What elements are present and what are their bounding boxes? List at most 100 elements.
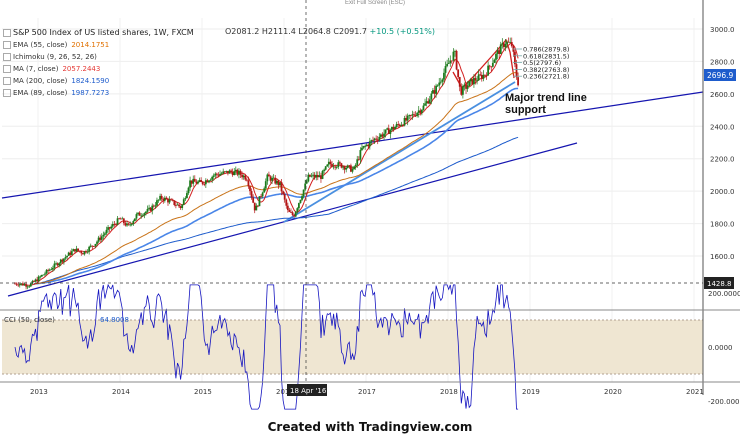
candle-body [253,202,256,211]
time-tick-label: 2013 [30,388,48,396]
legend-label: Ichimoku (9, 26, 52, 26) [13,53,97,61]
legend-label: MA (7, close) [13,65,59,73]
legend-label: MA (200, close) [13,77,68,85]
cci-series-line [14,283,519,410]
candle-body [236,169,239,175]
crosshair-price-label: 1428.8 [707,280,732,288]
collapse-icon[interactable] [3,29,11,37]
settings-icon[interactable] [3,77,11,85]
candle-body [444,66,447,73]
settings-icon[interactable] [3,53,11,61]
candle-body [414,115,417,117]
candle-body [258,196,261,207]
annotation-text: Major trend line [505,92,587,104]
candle-body [502,43,505,48]
candle-body [342,166,344,168]
candle-body [137,212,139,215]
candle-body [316,175,319,178]
candle-body [186,193,188,199]
candle-body [77,248,80,251]
candle-body [283,193,286,200]
candle-body [241,174,244,178]
settings-icon[interactable] [3,65,11,73]
candle-body [506,41,508,45]
candle-body [307,174,310,182]
candle-body [296,208,299,212]
current-price-label: 2696.9 [707,71,733,80]
exit-fullscreen-label[interactable]: Exit Full Screen (ESC) [345,0,406,6]
candle-body [15,283,18,285]
candle-body [359,150,362,160]
candle-body [201,181,204,185]
candle-body [115,224,117,225]
candle-body [277,180,280,186]
candle-body [482,74,485,79]
candle-body [66,255,68,258]
settings-icon[interactable] [3,89,11,97]
candle-body [110,226,113,229]
ohlc-change: +10.5 (+0.51%) [369,27,435,36]
annotation-text: support [505,104,546,116]
candle-body [420,109,423,113]
candle-body [42,274,45,276]
candle-body [384,129,387,134]
candle-body [245,179,248,181]
time-tick-label: 2015 [194,388,212,396]
candle-body [184,198,187,200]
candle-body [168,199,171,203]
candle-body [305,181,308,184]
candle-body [74,249,76,252]
candle-body [383,133,385,137]
candle-body [334,166,337,168]
candle-body [466,86,469,89]
legend-value: 2057.2443 [62,65,101,73]
candle-body [149,207,152,211]
candle-body [288,210,291,212]
candle-body [309,174,311,177]
candle-body [39,276,42,278]
candle-body [104,233,106,235]
crosshair: 1428.8 18 Apr '16 2696.9 [0,0,736,396]
candle-body [102,234,105,237]
candle-body [480,74,483,79]
candle-body [433,90,436,94]
candle-body [53,263,56,268]
candle-body [250,191,253,198]
candle-body [279,182,281,186]
candle-body [488,65,491,67]
candle-body [357,159,360,161]
candle-body [427,101,430,104]
candle-body [327,161,330,165]
candle-body [18,284,21,286]
candle-body [370,140,373,142]
candle-body [471,79,474,85]
candle-body [362,146,365,148]
candle-body [446,63,449,67]
legend-row: Ichimoku (9, 26, 52, 26) [3,51,194,63]
candle-body [450,60,453,62]
candle-body [406,115,409,121]
candle-body [130,224,133,225]
candle-body [122,218,125,224]
candle-body [275,180,278,184]
candle-body [425,101,428,104]
candle-body [59,259,62,264]
candle-body [189,180,191,188]
candle-body [217,174,220,176]
price-tick-label: 2000.0 [710,188,735,196]
candle-body [107,227,109,230]
candle-body [495,53,497,60]
settings-icon[interactable] [3,41,11,49]
candle-body [33,281,35,282]
candle-body [174,205,177,206]
candle-body [37,276,40,282]
candle-body [473,78,475,85]
candle-body [146,208,149,212]
candle-body [461,86,464,95]
candle-body [402,124,404,126]
candle-body [187,187,190,194]
candles [14,37,519,290]
ohlc-high: H2111.4 [261,27,296,36]
candle-body [31,281,34,284]
